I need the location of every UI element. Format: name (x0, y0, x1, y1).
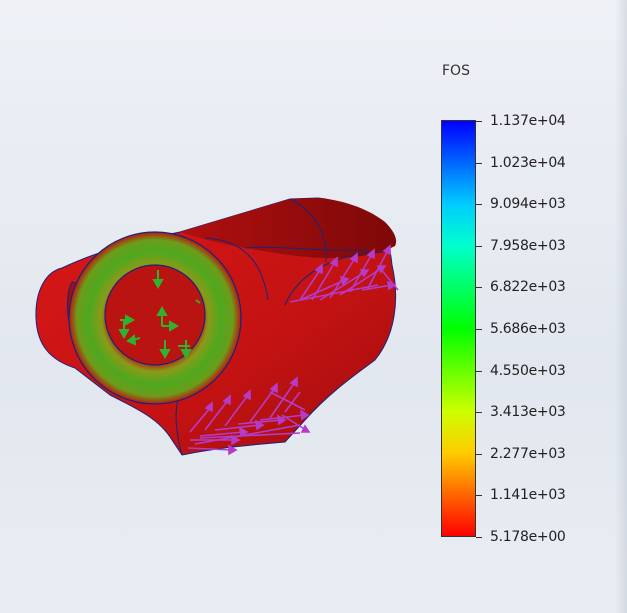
legend-tick-mark (476, 412, 482, 413)
legend-tick-label: 5.178e+00 (490, 529, 566, 545)
legend-tick-mark (476, 537, 482, 538)
model-edge (244, 246, 369, 251)
fixture-arrows (118, 270, 201, 360)
legend-tick-label: 2.277e+03 (490, 446, 566, 462)
viewport-edge-shadow (615, 0, 627, 613)
legend-tick-mark (476, 121, 482, 122)
legend-tick-mark (476, 246, 482, 247)
legend-tick-mark (476, 287, 482, 288)
legend-tick-mark (476, 495, 482, 496)
legend-tick-mark (476, 371, 482, 372)
legend-color-bar (441, 120, 476, 537)
legend-tick-label: 9.094e+03 (490, 196, 566, 212)
legend-title: FOS (442, 63, 470, 79)
legend-tick-mark (476, 454, 482, 455)
legend-tick-mark (476, 204, 482, 205)
legend-tick-label: 7.958e+03 (490, 238, 566, 254)
legend-tick-label: 1.141e+03 (490, 487, 566, 503)
model-edge (289, 198, 327, 263)
model-edge (204, 237, 269, 301)
legend-tick-label: 5.686e+03 (490, 321, 566, 337)
model-top-surface (180, 198, 397, 258)
legend-tick-label: 4.550e+03 (490, 363, 566, 379)
legend-tick-label: 3.413e+03 (490, 404, 566, 420)
legend-tick-label: 1.137e+04 (490, 113, 566, 129)
legend-tick-mark (476, 163, 482, 164)
load-arrows-upper (289, 244, 399, 303)
legend-tick-label: 1.023e+04 (490, 155, 566, 171)
model-edge (175, 399, 183, 456)
legend-tick-label: 6.822e+03 (490, 279, 566, 295)
legend-tick-mark (476, 329, 482, 330)
load-arrows-lower (187, 376, 311, 456)
